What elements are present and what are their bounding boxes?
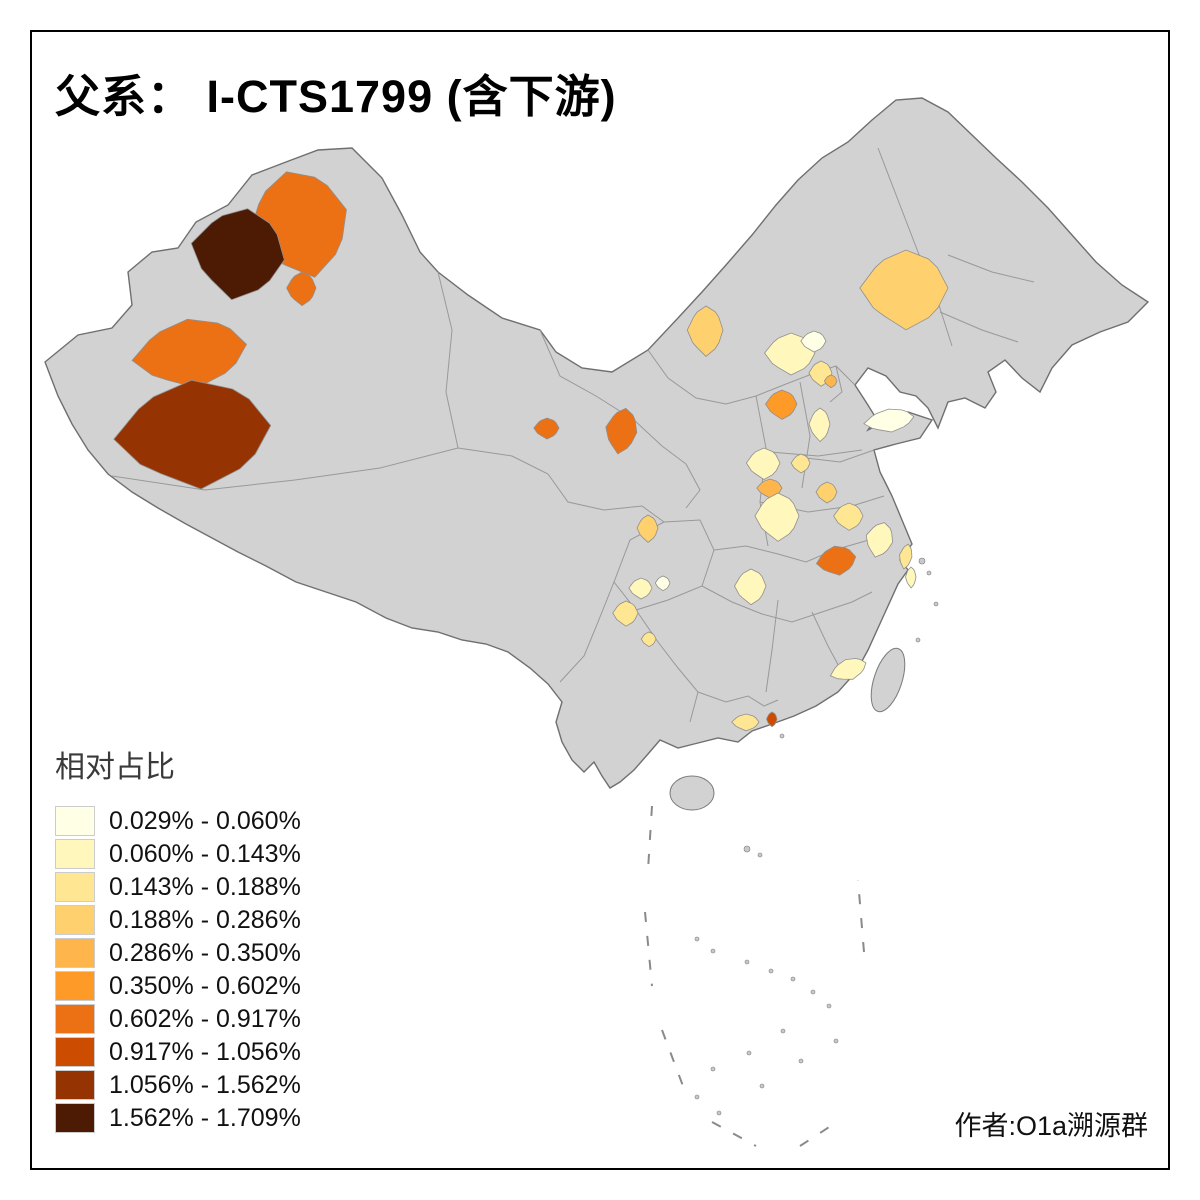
map-region: [628, 577, 653, 600]
map-region: [286, 271, 317, 307]
map-region: [640, 631, 657, 648]
legend-swatch: [55, 806, 95, 836]
island-speck: [926, 570, 932, 576]
map-region: [745, 447, 781, 480]
small-islands: [694, 557, 939, 1116]
map-region: [829, 658, 867, 680]
map-region: [833, 502, 864, 531]
attribution: 作者:O1a溯源群: [954, 1111, 1148, 1141]
legend-row: 0.350% - 0.602%: [55, 971, 385, 1001]
legend-swatch: [55, 971, 95, 1001]
map-region: [815, 481, 838, 504]
map-region: [754, 492, 800, 542]
island-speck: [826, 1003, 832, 1009]
island-speck: [833, 1038, 839, 1044]
island-speck: [918, 557, 926, 565]
legend-label: 0.029% - 0.060%: [109, 806, 301, 835]
legend-label: 0.917% - 1.056%: [109, 1037, 301, 1066]
map-region: [905, 566, 917, 589]
legend-row: 0.029% - 0.060%: [55, 806, 385, 836]
island-speck: [710, 1066, 716, 1072]
legend-swatch: [55, 872, 95, 902]
map-region: [734, 568, 767, 606]
island-speck: [743, 845, 751, 853]
map-region: [636, 514, 659, 543]
legend-row: 1.056% - 1.562%: [55, 1070, 385, 1100]
hainan-island: [669, 775, 715, 811]
legend-swatch: [55, 1004, 95, 1034]
map-region: [863, 408, 915, 433]
legend-swatch: [55, 1070, 95, 1100]
legend-label: 0.188% - 0.286%: [109, 905, 301, 934]
map-region: [190, 208, 285, 301]
map-region: [113, 379, 272, 490]
island-speck: [779, 733, 785, 739]
legend-label: 1.056% - 1.562%: [109, 1070, 301, 1099]
island-speck: [768, 968, 774, 974]
map-region: [686, 305, 724, 357]
island-speck: [915, 637, 921, 643]
legend-label: 0.602% - 0.917%: [109, 1004, 301, 1033]
map-region: [865, 522, 894, 558]
legend-row: 0.917% - 1.056%: [55, 1037, 385, 1067]
legend-label: 0.143% - 0.188%: [109, 872, 301, 901]
map-region: [899, 543, 913, 570]
map-region: [823, 374, 838, 389]
island-speck: [780, 1028, 786, 1034]
legend-row: 1.562% - 1.709%: [55, 1103, 385, 1133]
map-region: [605, 407, 638, 455]
province-boundaries: [111, 147, 1035, 723]
legend-row: 0.602% - 0.917%: [55, 1004, 385, 1034]
island-speck: [710, 948, 716, 954]
legend-row: 0.188% - 0.286%: [55, 905, 385, 935]
map-region: [859, 249, 949, 331]
map-region: [815, 545, 857, 576]
island-speck: [790, 976, 796, 982]
legend-label: 0.286% - 0.350%: [109, 938, 301, 967]
map-region: [765, 389, 798, 420]
island-speck: [716, 1110, 722, 1116]
taiwan-island: [870, 647, 906, 713]
island-speck: [810, 989, 816, 995]
island-speck: [798, 1058, 804, 1064]
map-region: [612, 600, 639, 627]
legend-swatch: [55, 905, 95, 935]
legend-row: 0.060% - 0.143%: [55, 839, 385, 869]
legend-label: 0.350% - 0.602%: [109, 971, 301, 1000]
legend-label: 1.562% - 1.709%: [109, 1103, 301, 1132]
map-region: [800, 330, 827, 353]
map-region: [654, 575, 671, 592]
islands: [669, 647, 906, 811]
legend-swatch: [55, 1103, 95, 1133]
choropleth-regions: [113, 171, 949, 732]
island-speck: [746, 1050, 752, 1056]
island-speck: [694, 936, 700, 942]
island-speck: [933, 601, 939, 607]
map-region: [131, 318, 248, 389]
map-region: [790, 453, 811, 474]
map-region: [808, 407, 831, 443]
legend-swatch: [55, 938, 95, 968]
island-speck: [744, 959, 750, 965]
legend-label: 0.060% - 0.143%: [109, 839, 301, 868]
legend-rows: 0.029% - 0.060% 0.060% - 0.143% 0.143% - 0…: [55, 806, 385, 1133]
island-speck: [757, 852, 763, 858]
legend-row: 0.143% - 0.188%: [55, 872, 385, 902]
legend-title: 相对占比: [55, 751, 175, 784]
map-region: [533, 417, 560, 440]
legend-swatch: [55, 839, 95, 869]
island-speck: [694, 1094, 700, 1100]
map-region: [766, 711, 778, 728]
legend-row: 0.286% - 0.350%: [55, 938, 385, 968]
island-speck: [759, 1083, 765, 1089]
map-region: [731, 713, 760, 732]
page-title: 父系： I-CTS1799 (含下游): [55, 71, 617, 122]
nine-dash-line: [644, 805, 865, 1147]
legend: 相对占比 0.029% - 0.060% 0.060% - 0.143% 0.143…: [55, 742, 385, 1136]
legend-swatch: [55, 1037, 95, 1067]
